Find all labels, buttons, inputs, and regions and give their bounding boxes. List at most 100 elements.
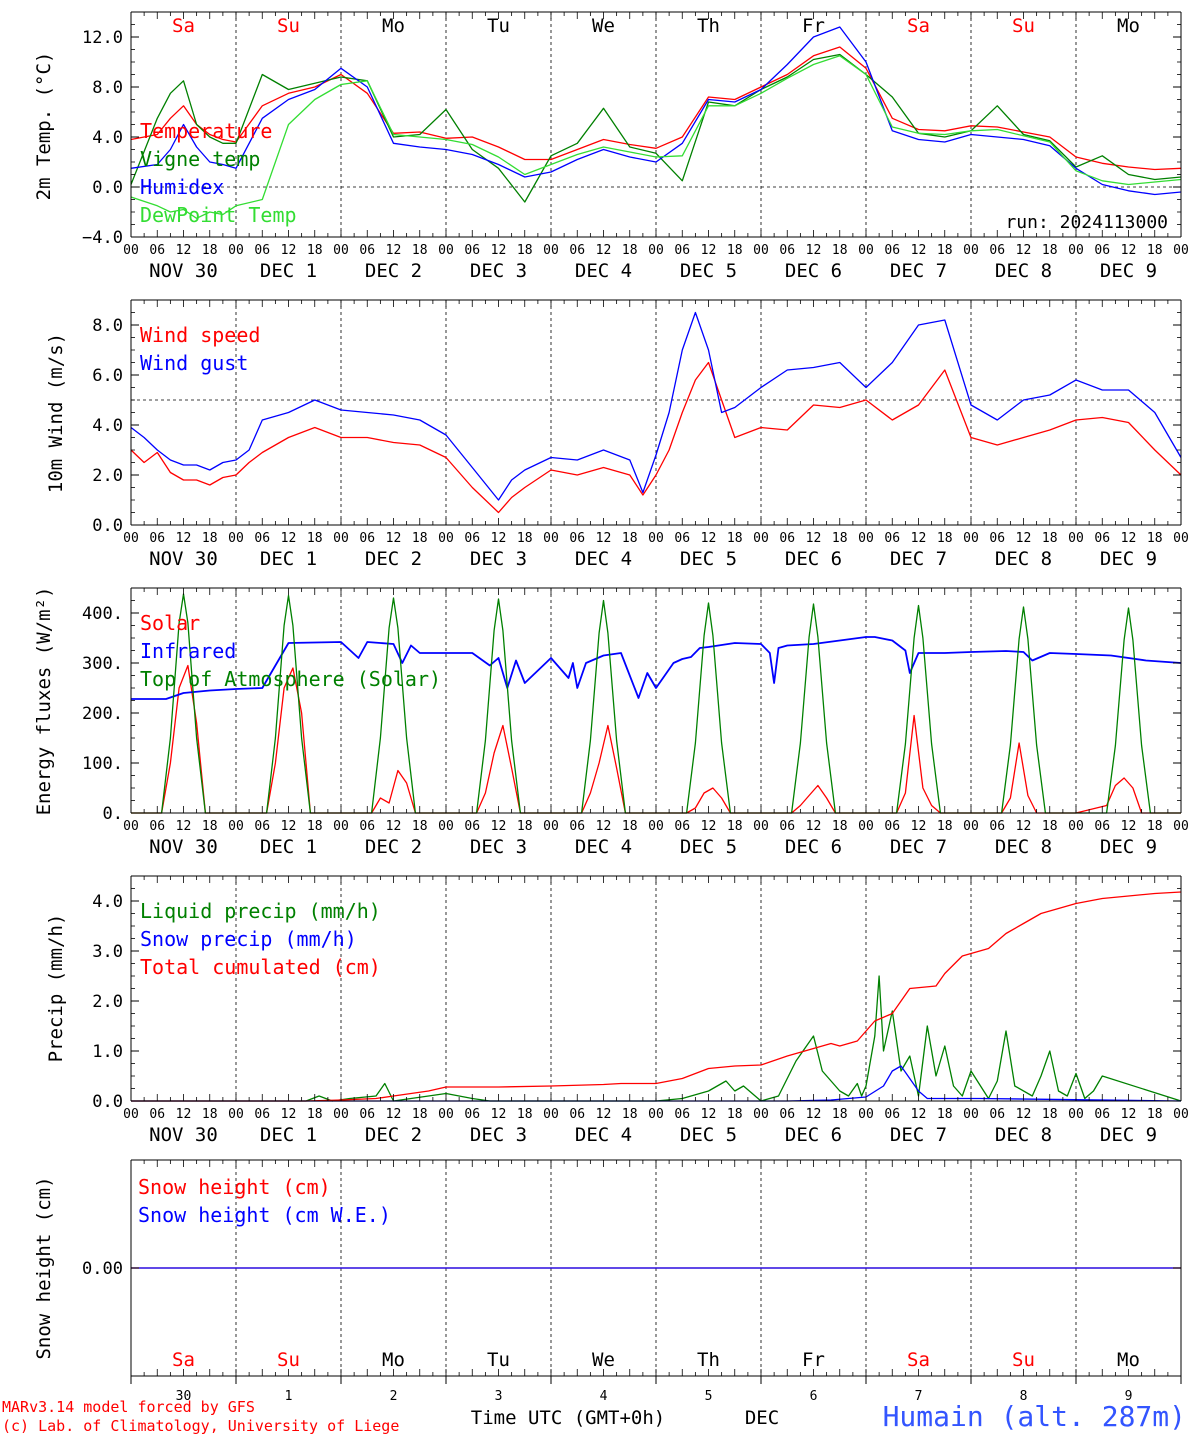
hour-tick-label: 12 (1016, 531, 1032, 546)
hour-tick-label: 00 (858, 531, 874, 546)
hour-tick-label: 00 (333, 531, 349, 546)
x-axis-month-label: DEC (745, 1407, 779, 1429)
hour-tick-label: 12 (281, 819, 297, 834)
hour-tick-label: 18 (937, 819, 953, 834)
date-label: DEC 7 (890, 548, 947, 570)
date-label: DEC 9 (1100, 260, 1157, 282)
weekday-label: Sa (907, 15, 930, 37)
hour-tick-label: 12 (701, 243, 717, 258)
hour-tick-label: 18 (1042, 819, 1058, 834)
hour-tick-label: 06 (989, 819, 1005, 834)
date-label: DEC 3 (470, 260, 527, 282)
legend-entry: Snow height (cm W.E.) (138, 1203, 391, 1227)
hour-tick-label: 06 (1094, 1107, 1110, 1122)
hour-tick-label: 00 (963, 1107, 979, 1122)
hour-tick-label: 00 (648, 531, 664, 546)
hour-tick-label: 06 (569, 243, 585, 258)
series-line-dewpoint-temp (130, 55, 1182, 219)
hour-tick-label: 12 (911, 1107, 927, 1122)
day-number-label: 5 (705, 1389, 713, 1404)
hour-tick-label: 12 (701, 1107, 717, 1122)
date-label: DEC 3 (470, 1124, 527, 1146)
day-number-label: 8 (1020, 1389, 1028, 1404)
hour-tick-label: 06 (884, 531, 900, 546)
hour-tick-label: 06 (149, 531, 165, 546)
hour-tick-label: 00 (228, 243, 244, 258)
run-label: run: 2024113000 (1005, 212, 1168, 233)
hour-tick-label: 00 (648, 819, 664, 834)
weekday-label: Th (697, 15, 720, 37)
legend-entry: Temperature (140, 119, 272, 143)
weekday-label: Tu (487, 1349, 510, 1371)
date-label: DEC 5 (680, 1124, 737, 1146)
series-line-vigne-temp (130, 53, 1182, 203)
series-line-wind-gust (130, 311, 1182, 501)
hour-tick-label: 18 (832, 819, 848, 834)
panel-3: 0. 100. 200. 300. 400. Energy fluxes (W/m²) So… (33, 587, 1189, 858)
hour-tick-label: 00 (963, 243, 979, 258)
hour-tick-label: 18 (412, 819, 428, 834)
hour-tick-label: 06 (359, 1107, 375, 1122)
date-label: DEC 1 (260, 260, 317, 282)
hour-tick-label: 12 (911, 819, 927, 834)
hour-tick-label: 06 (254, 531, 270, 546)
weekday-label: Fr (802, 1349, 825, 1371)
panel-1: −4.0 0.0 4.0 8.0 12.0 2m Temp. (°C) Temperatur… (33, 11, 1189, 282)
hour-tick-label: 18 (1147, 531, 1163, 546)
y-tick-label: 0.0 (92, 178, 123, 198)
hour-tick-label: 06 (149, 243, 165, 258)
date-label: NOV 30 (149, 548, 218, 570)
hour-tick-label: 18 (937, 1107, 953, 1122)
weekday-label: Su (1012, 15, 1035, 37)
model-credit-line1: MARv3.14 model forced by GFS (2, 1398, 255, 1416)
hour-tick-label: 00 (333, 1107, 349, 1122)
hour-tick-label: 18 (517, 819, 533, 834)
day-number-label: 1 (285, 1389, 293, 1404)
hour-tick-label: 12 (701, 531, 717, 546)
hour-tick-label: 00 (858, 819, 874, 834)
hour-tick-label: 00 (543, 243, 559, 258)
y-tick-label: 0. (103, 804, 123, 824)
weekday-label: Su (277, 15, 300, 37)
hour-tick-label: 12 (1121, 1107, 1137, 1122)
legend-entry: Humidex (140, 175, 224, 199)
y-tick-label: 0.0 (92, 1092, 123, 1112)
date-label: DEC 6 (785, 548, 842, 570)
hour-tick-label: 00 (123, 243, 139, 258)
y-tick-label: 0.00 (82, 1259, 123, 1279)
hour-tick-label: 06 (254, 1107, 270, 1122)
date-label: DEC 6 (785, 1124, 842, 1146)
date-label: DEC 3 (470, 548, 527, 570)
hour-tick-label: 12 (386, 531, 402, 546)
hour-tick-label: 12 (1016, 243, 1032, 258)
hour-tick-label: 06 (674, 1107, 690, 1122)
day-number-label: 2 (390, 1389, 398, 1404)
hour-tick-label: 18 (622, 819, 638, 834)
hour-tick-label: 12 (176, 531, 192, 546)
legend-entry: Vigne temp (140, 147, 260, 171)
day-number-label: 9 (1125, 1389, 1133, 1404)
hour-tick-label: 18 (202, 243, 218, 258)
series-line-liquid-precip-mm-h (131, 975, 1182, 1102)
legend-entry: Infrared (140, 639, 236, 663)
hour-tick-label: 18 (307, 1107, 323, 1122)
day-number-label: 4 (600, 1389, 608, 1404)
y-tick-label: 200. (82, 704, 123, 724)
day-number-label: 3 (495, 1389, 503, 1404)
panel-2: 0.0 2.0 4.0 6.0 8.0 10m Wind (m/s) Wind speed W… (45, 299, 1189, 570)
date-label: NOV 30 (149, 260, 218, 282)
hour-tick-label: 18 (202, 531, 218, 546)
hour-tick-label: 06 (779, 1107, 795, 1122)
hour-tick-label: 18 (727, 243, 743, 258)
hour-tick-label: 06 (359, 531, 375, 546)
series-line-total-cumulated-cm (131, 891, 1182, 1102)
hour-tick-label: 12 (386, 1107, 402, 1122)
hour-tick-label: 18 (307, 243, 323, 258)
hour-tick-label: 00 (543, 819, 559, 834)
hour-tick-label: 00 (543, 531, 559, 546)
y-axis-label: 10m Wind (m/s) (45, 333, 67, 493)
hour-tick-label: 18 (517, 1107, 533, 1122)
hour-tick-label: 00 (648, 1107, 664, 1122)
hour-tick-label: 00 (753, 1107, 769, 1122)
hour-tick-label: 00 (1173, 243, 1189, 258)
